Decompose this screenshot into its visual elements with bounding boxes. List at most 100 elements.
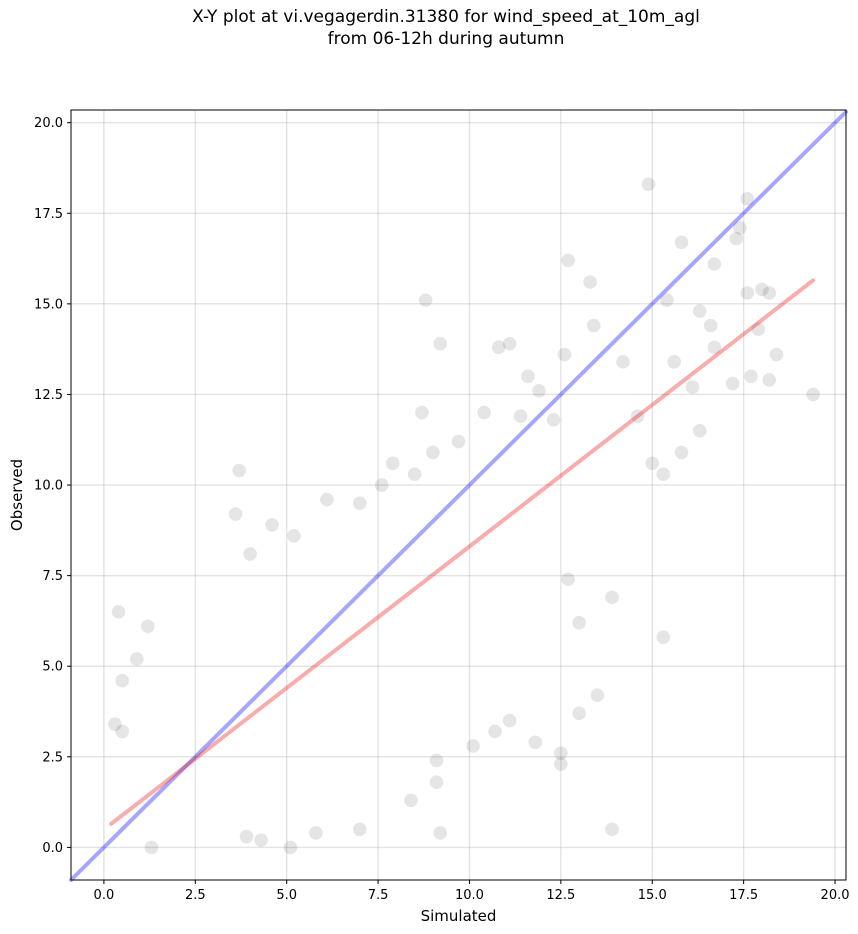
data-point bbox=[429, 753, 444, 768]
data-point bbox=[583, 275, 597, 289]
y-tick-label: 20.0 bbox=[34, 116, 63, 131]
data-points bbox=[108, 177, 820, 855]
data-point bbox=[352, 496, 367, 510]
data-point bbox=[352, 822, 367, 837]
data-point bbox=[243, 547, 257, 561]
data-point bbox=[528, 735, 543, 750]
data-point bbox=[557, 347, 572, 362]
data-point bbox=[144, 840, 159, 855]
plot-frame bbox=[70, 109, 847, 881]
data-point bbox=[740, 286, 755, 300]
data-point bbox=[115, 673, 129, 688]
data-point bbox=[287, 528, 301, 543]
reference-lines bbox=[69, 109, 848, 882]
data-point bbox=[111, 605, 126, 619]
x-tick-label: 5.0 bbox=[276, 888, 297, 903]
data-point bbox=[762, 373, 777, 387]
data-point bbox=[572, 706, 586, 721]
data-point bbox=[707, 257, 722, 271]
data-point bbox=[404, 793, 418, 808]
data-point bbox=[232, 463, 246, 478]
x-tick-label: 10.0 bbox=[455, 888, 484, 903]
identity-line bbox=[69, 109, 848, 882]
data-point bbox=[590, 688, 605, 702]
data-point bbox=[385, 456, 400, 471]
data-point bbox=[729, 231, 744, 246]
data-point bbox=[374, 478, 389, 492]
data-point bbox=[228, 507, 243, 521]
y-tick-label: 12.5 bbox=[34, 388, 63, 403]
data-point bbox=[674, 445, 689, 460]
data-point bbox=[502, 713, 517, 728]
data-point bbox=[115, 724, 129, 739]
data-point bbox=[641, 177, 656, 192]
data-point bbox=[477, 405, 491, 420]
y-axis-ticks: 0.0 2.5 5.0 7.5 10.0 12.5 15.0 17.5 20.0 bbox=[34, 116, 71, 856]
data-point bbox=[554, 757, 568, 771]
data-point bbox=[513, 409, 528, 423]
data-point bbox=[130, 652, 144, 666]
data-point bbox=[616, 355, 630, 369]
data-point bbox=[407, 467, 422, 481]
data-point bbox=[426, 445, 440, 460]
data-point bbox=[605, 822, 619, 837]
data-point bbox=[451, 434, 466, 449]
data-point bbox=[740, 191, 755, 206]
data-point bbox=[320, 492, 334, 507]
regression-line bbox=[109, 278, 816, 826]
data-point bbox=[744, 369, 758, 384]
chart-title: X-Y plot at vi.vegagerdin.31380 for wind… bbox=[0, 6, 858, 50]
data-point bbox=[572, 615, 586, 630]
x-tick-label: 20.0 bbox=[821, 888, 850, 903]
data-point bbox=[685, 380, 700, 395]
data-point bbox=[674, 235, 689, 250]
data-point bbox=[265, 518, 279, 532]
data-point bbox=[707, 340, 722, 355]
data-point bbox=[108, 717, 122, 731]
data-point bbox=[546, 413, 561, 427]
data-point bbox=[561, 572, 575, 587]
data-point bbox=[433, 826, 448, 840]
x-tick-label: 15.0 bbox=[638, 888, 667, 903]
data-point bbox=[733, 220, 747, 235]
data-point bbox=[656, 467, 671, 481]
data-point bbox=[692, 423, 707, 438]
data-point bbox=[502, 336, 517, 351]
data-point bbox=[605, 590, 619, 605]
y-tick-label: 15.0 bbox=[34, 297, 63, 312]
data-point bbox=[692, 304, 707, 318]
data-point bbox=[433, 336, 448, 351]
data-point bbox=[703, 318, 718, 333]
x-axis-label: Simulated bbox=[421, 907, 497, 925]
x-tick-label: 12.5 bbox=[546, 888, 575, 903]
x-axis-ticks: 0.0 2.5 5.0 7.5 10.0 12.5 15.0 17.5 20.0 bbox=[94, 880, 850, 903]
grid-lines bbox=[71, 110, 846, 880]
data-point bbox=[660, 293, 674, 308]
data-point bbox=[418, 293, 433, 308]
x-tick-label: 2.5 bbox=[185, 888, 206, 903]
data-point bbox=[806, 387, 820, 402]
data-point bbox=[521, 369, 535, 384]
data-point bbox=[283, 840, 298, 855]
data-point bbox=[561, 253, 575, 268]
data-point bbox=[755, 282, 769, 297]
data-point bbox=[239, 829, 254, 844]
data-point bbox=[140, 619, 155, 634]
data-point bbox=[429, 775, 444, 789]
data-point bbox=[667, 355, 681, 369]
data-point bbox=[554, 746, 568, 760]
data-point bbox=[762, 286, 777, 300]
y-tick-label: 5.0 bbox=[42, 660, 63, 675]
data-point bbox=[254, 833, 268, 847]
x-tick-label: 7.5 bbox=[368, 888, 389, 903]
data-point bbox=[656, 630, 671, 645]
y-axis-label: Observed bbox=[8, 459, 26, 531]
y-tick-label: 0.0 bbox=[42, 841, 63, 856]
data-point bbox=[488, 724, 502, 739]
y-tick-label: 17.5 bbox=[34, 207, 63, 222]
y-tick-label: 10.0 bbox=[34, 479, 63, 494]
x-tick-label: 17.5 bbox=[729, 888, 758, 903]
y-tick-label: 7.5 bbox=[42, 569, 63, 584]
data-point bbox=[466, 739, 480, 753]
